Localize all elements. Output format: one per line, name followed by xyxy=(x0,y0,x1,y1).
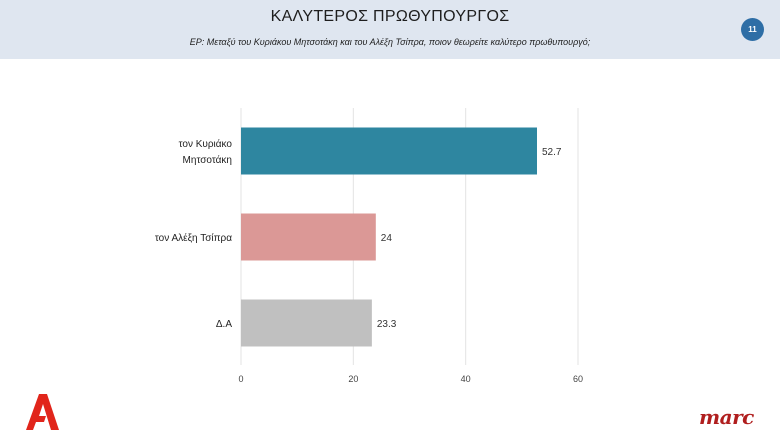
category-label: Δ.Α xyxy=(216,319,232,330)
category-labels: τον Κυριάκο Μητσοτάκη τον Αλέξη Τσίπρα Δ.Α xyxy=(155,138,233,330)
bar xyxy=(241,127,537,175)
data-label: 24 xyxy=(381,233,393,244)
category-label: τον Αλέξη Τσίπρα xyxy=(155,232,232,244)
x-tick-label: 0 xyxy=(238,374,243,384)
category-label: Μητσοτάκη xyxy=(183,154,232,166)
marc-logo: marc xyxy=(699,405,754,429)
data-label: 52.7 xyxy=(542,147,562,158)
bar xyxy=(241,299,372,347)
alpha-logo-icon xyxy=(22,390,62,437)
x-axis-ticks: 0 20 40 60 xyxy=(238,374,583,384)
x-tick-label: 40 xyxy=(461,374,471,384)
chart-bars xyxy=(241,127,537,347)
x-tick-label: 20 xyxy=(348,374,358,384)
bar xyxy=(241,213,376,261)
chart-title: ΚΑΛΥΤΕΡΟΣ ΠΡΩΘΥΠΟΥΡΓΟΣ xyxy=(270,8,510,25)
value-labels: 52.7 24 23.3 xyxy=(377,147,562,330)
page-number-badge: 11 xyxy=(741,18,764,41)
data-label: 23.3 xyxy=(377,319,397,330)
survey-question: ΕΡ: Μεταξύ του Κυριάκου Μητσοτάκη και το… xyxy=(189,37,591,47)
header-banner: ΚΑΛΥΤΕΡΟΣ ΠΡΩΘΥΠΟΥΡΓΟΣ ΕΡ: Μεταξύ του Κυ… xyxy=(0,0,780,59)
x-tick-label: 60 xyxy=(573,374,583,384)
category-label: τον Κυριάκο xyxy=(179,138,233,150)
